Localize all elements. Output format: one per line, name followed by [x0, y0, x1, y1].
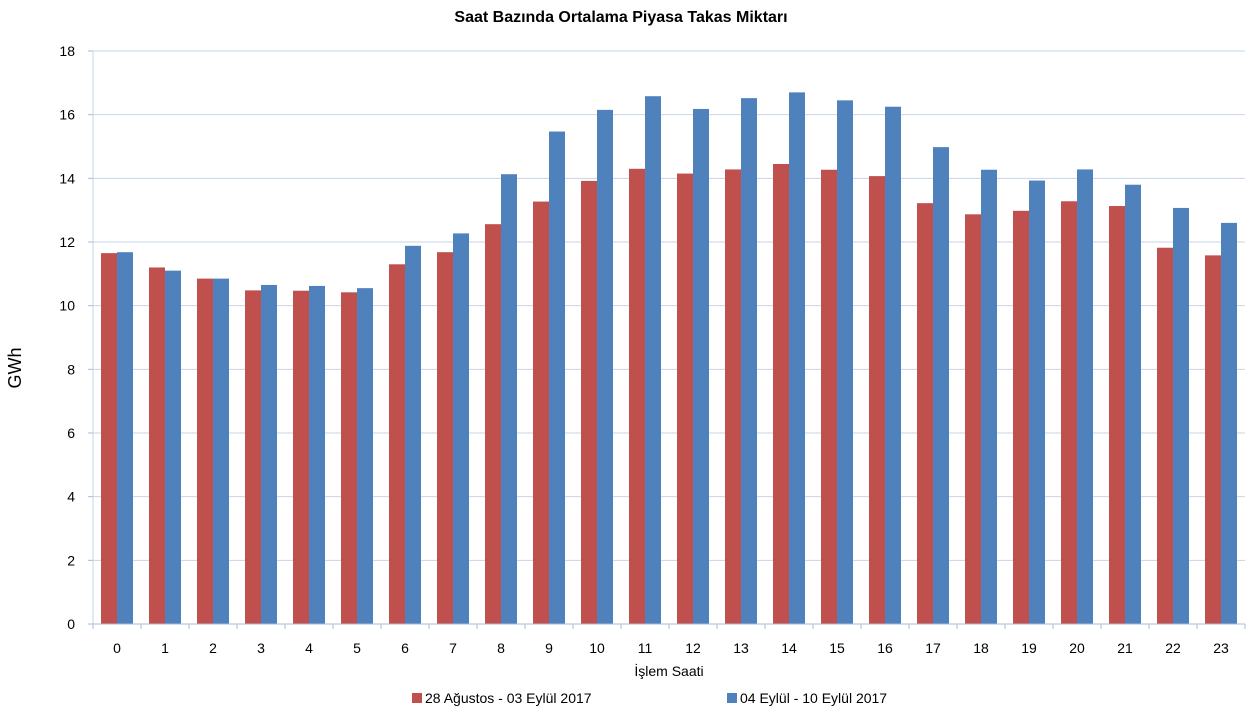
- bar-series-1: [197, 278, 213, 624]
- x-tick-label: 12: [685, 640, 701, 656]
- x-tick-label: 14: [781, 640, 797, 656]
- bar-series-2: [837, 100, 853, 624]
- bar-series-1: [245, 290, 261, 624]
- bar-series-2: [549, 131, 565, 624]
- bar-series-1: [629, 168, 645, 625]
- x-axis-title: İşlem Saati: [634, 662, 703, 679]
- bar-series-2: [1125, 184, 1141, 624]
- bar-series-1: [437, 252, 453, 625]
- gridlines: [93, 50, 1245, 561]
- bar-series-1: [677, 173, 693, 624]
- axes: [88, 50, 1246, 629]
- y-tick-label: 14: [59, 170, 75, 186]
- bar-series-1: [725, 169, 741, 625]
- bar-series-1: [533, 201, 549, 625]
- bar-series-1: [1157, 247, 1173, 625]
- x-tick-label: 11: [638, 640, 653, 656]
- bar-series-1: [149, 267, 165, 624]
- bar-series-1: [773, 164, 789, 624]
- bar-series-2: [1029, 180, 1045, 625]
- x-tick-label: 21: [1117, 640, 1133, 656]
- x-tick-label: 20: [1069, 640, 1085, 656]
- x-tick-label: 23: [1213, 640, 1229, 656]
- bar-series-1: [485, 224, 501, 624]
- bar-series-1: [1109, 206, 1125, 625]
- x-tick-label: 3: [257, 640, 265, 656]
- x-tick-label: 9: [545, 640, 553, 656]
- bar-series-2: [789, 92, 805, 625]
- x-tick-label: 1: [161, 640, 169, 656]
- legend-label: 04 Eylül - 10 Eylül 2017: [740, 690, 887, 706]
- bar-series-1: [293, 290, 309, 624]
- x-tick-label: 6: [401, 640, 409, 656]
- y-tick-label: 2: [67, 552, 75, 568]
- bar-series-2: [261, 284, 277, 624]
- x-tick-label: 0: [113, 640, 121, 656]
- bar-series-2: [405, 245, 421, 624]
- y-tick-label: 18: [59, 43, 75, 59]
- bar-series-2: [165, 270, 181, 624]
- bar-series-1: [1061, 201, 1077, 624]
- legend-label: 28 Ağustos - 03 Eylül 2017: [425, 690, 592, 706]
- bar-series-2: [981, 169, 997, 624]
- bar-series-1: [1205, 255, 1221, 624]
- bar-series-1: [581, 180, 597, 624]
- bar-series-2: [693, 108, 709, 625]
- y-tick-labels: 0 2 4 6 8 10 12 14 16 18: [59, 43, 75, 632]
- bar-series-2: [1077, 169, 1093, 625]
- x-tick-label: 15: [829, 640, 845, 656]
- bar-series-2: [933, 147, 949, 625]
- bar-series-2: [645, 96, 661, 625]
- x-tick-label: 10: [589, 640, 605, 656]
- y-tick-label: 8: [67, 361, 75, 377]
- x-tick-labels: 0 1 2 3 4 5 6 7 8 9 10 11 12 13 14 15 16 17 18 19 20 21 22 23: [113, 640, 1229, 656]
- y-tick-label: 0: [67, 616, 75, 632]
- bars: [101, 92, 1237, 625]
- chart-title: Saat Bazında Ortalama Piyasa Takas Mikta…: [454, 9, 787, 26]
- y-tick-label: 4: [67, 489, 75, 505]
- x-tick-label: 17: [925, 640, 941, 656]
- bar-series-2: [597, 109, 613, 625]
- bar-series-1: [917, 203, 933, 624]
- x-tick-label: 18: [973, 640, 989, 656]
- bar-series-1: [869, 176, 885, 625]
- bar-series-2: [885, 106, 901, 625]
- y-tick-label: 16: [59, 107, 75, 123]
- bar-series-1: [821, 169, 837, 624]
- y-tick-label: 6: [67, 425, 75, 441]
- bar-series-2: [1221, 222, 1237, 624]
- x-tick-label: 8: [497, 640, 505, 656]
- bar-series-1: [965, 214, 981, 624]
- bar-series-2: [501, 174, 517, 624]
- bar-series-2: [741, 98, 757, 624]
- y-axis-title: GWh: [5, 347, 25, 388]
- x-tick-label: 7: [449, 640, 457, 656]
- bar-series-2: [117, 252, 133, 625]
- x-tick-label: 19: [1021, 640, 1037, 656]
- y-tick-label: 12: [59, 234, 75, 250]
- x-tick-label: 2: [209, 640, 217, 656]
- bar-series-1: [389, 264, 405, 624]
- x-tick-label: 5: [353, 640, 361, 656]
- bar-series-2: [213, 278, 229, 624]
- legend: 28 Ağustos - 03 Eylül 2017 04 Eylül - 10 …: [412, 690, 887, 706]
- bar-series-2: [357, 288, 373, 624]
- x-tick-label: 22: [1165, 640, 1181, 656]
- bar-series-1: [341, 292, 357, 624]
- x-tick-label: 13: [733, 640, 749, 656]
- bar-series-2: [453, 233, 469, 624]
- legend-swatch: [727, 693, 737, 703]
- bar-series-2: [309, 285, 325, 624]
- legend-swatch: [412, 693, 422, 703]
- bar-series-1: [101, 253, 117, 624]
- y-tick-label: 10: [59, 298, 75, 314]
- bar-series-1: [1013, 210, 1029, 624]
- x-tick-label: 4: [305, 640, 313, 656]
- x-tick-label: 16: [877, 640, 893, 656]
- bar-series-2: [1173, 207, 1189, 624]
